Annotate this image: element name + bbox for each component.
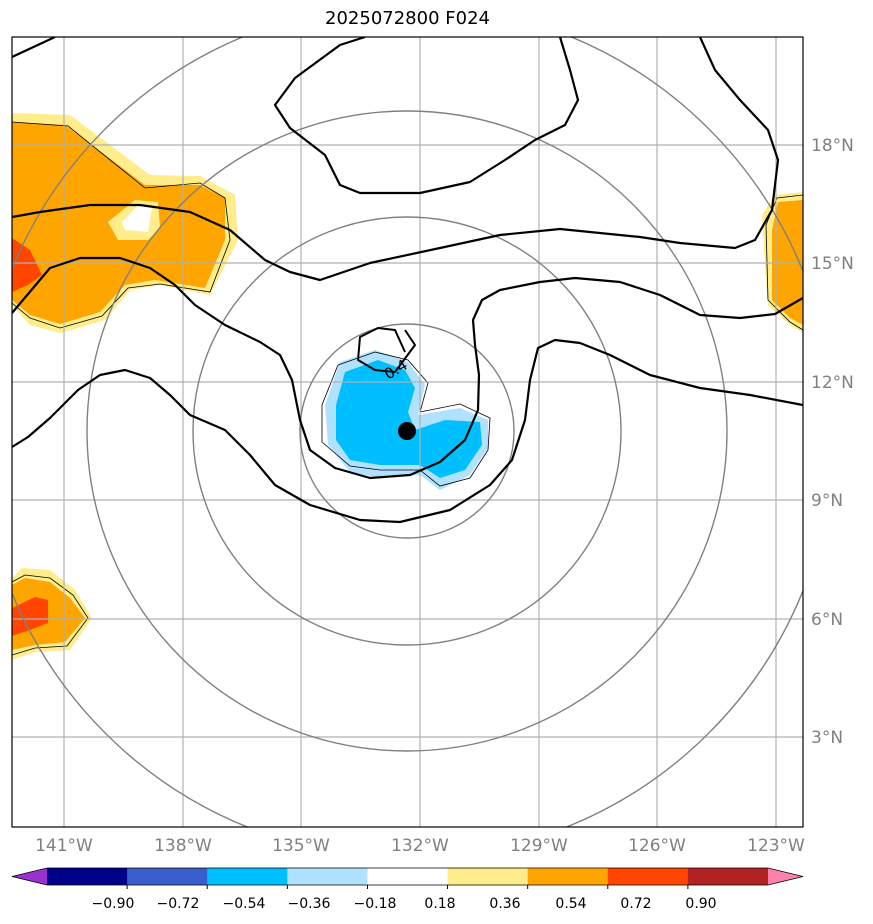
colorbar-segment — [687, 868, 769, 885]
range-ring-1 — [299, 323, 515, 539]
colorbar-tick-label: −0.90 — [92, 896, 135, 912]
colorbar-tick-label: 0.90 — [685, 896, 716, 912]
colorbar-tick-label: −0.54 — [223, 896, 266, 912]
colorbar-segment — [367, 868, 449, 885]
lat-grid — [12, 144, 803, 738]
lat-tick-label: 15°N — [811, 254, 854, 274]
colorbar-extend-high — [768, 868, 803, 885]
contour-central-wave — [12, 256, 803, 480]
colorbar-tick-label: 0.54 — [555, 896, 586, 912]
lon-tick-labels: 141°W 138°W 135°W 132°W 129°W 126°W 123°… — [35, 836, 805, 856]
center-region-edge — [321, 351, 491, 487]
shaded-field — [12, 113, 803, 660]
lon-grid — [63, 37, 777, 827]
colorbar-extend-low — [12, 868, 47, 885]
lon-tick-label: 132°W — [391, 836, 449, 856]
colorbar-segment — [527, 868, 609, 885]
colorbar-outline — [11, 867, 804, 886]
colorbar-segment — [287, 868, 368, 885]
lat-tick-label: 18°N — [811, 136, 854, 156]
colorbar-segment — [127, 868, 208, 885]
lon-tick-label: 123°W — [747, 836, 805, 856]
west-region-edge — [12, 121, 231, 329]
colorbar-tick-label: 0.36 — [489, 896, 520, 912]
west-region-hole-inner — [122, 203, 152, 232]
chart-title: 2025072800 F024 — [325, 8, 490, 29]
colorbar-segment — [47, 868, 128, 885]
colorbar-tick-label: −0.36 — [288, 896, 331, 912]
contour-small-loop — [357, 327, 416, 373]
lat-tick-label: 9°N — [811, 491, 843, 511]
range-ring-3 — [86, 110, 728, 752]
lon-tick-label: 141°W — [35, 836, 93, 856]
lat-tick-label: 6°N — [811, 610, 843, 630]
map-plot-area: 0.4 — [12, 37, 803, 827]
lon-tick-label: 129°W — [510, 836, 568, 856]
colorbar-labels: −0.90 −0.72 −0.54 −0.36 −0.18 0.18 0.36 … — [92, 896, 717, 912]
lon-tick-label: 135°W — [272, 836, 330, 856]
lon-tick-label: 126°W — [628, 836, 686, 856]
colorbar-tick-label: 0.72 — [620, 896, 651, 912]
southwest-region-edge — [12, 574, 89, 656]
colorbar-tick-label: −0.72 — [157, 896, 200, 912]
contour-north-loop — [12, 37, 580, 195]
contour-lines — [12, 37, 803, 524]
colorbar-segment — [447, 868, 529, 885]
lat-tick-label: 3°N — [811, 728, 843, 748]
map-frame — [11, 36, 804, 828]
colorbar-segment — [207, 868, 288, 885]
lon-tick-label: 138°W — [154, 836, 212, 856]
range-rings — [12, 37, 803, 827]
contour-northeast — [12, 37, 780, 282]
lat-tick-labels: 3°N 6°N 9°N 12°N 15°N 18°N — [811, 136, 854, 748]
colorbar-segment — [607, 868, 689, 885]
storm-center-marker — [398, 422, 416, 440]
colorbar-tick-label: 0.18 — [424, 896, 455, 912]
center-region-core — [336, 360, 482, 478]
colorbar — [11, 867, 804, 889]
southwest-region-core — [12, 597, 48, 636]
lat-tick-label: 12°N — [811, 373, 854, 393]
colorbar-tick-label: −0.18 — [354, 896, 397, 912]
contour-southern-wave — [12, 338, 803, 524]
range-ring-2 — [192, 216, 622, 646]
